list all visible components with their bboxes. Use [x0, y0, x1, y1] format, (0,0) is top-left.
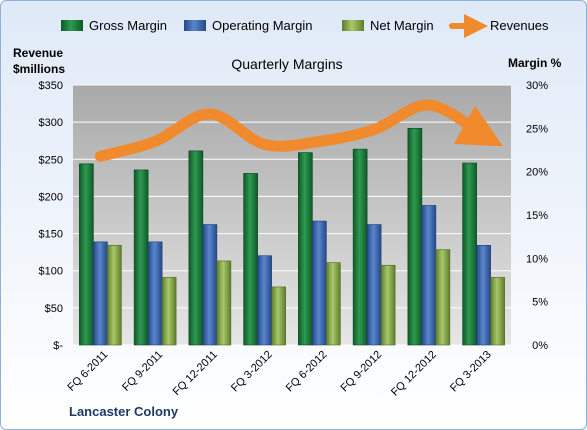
bar-net-margin [107, 245, 122, 346]
y-left-tick-label: $350 [39, 80, 63, 92]
bar-operating-margin [93, 241, 108, 346]
bar-gross-margin [133, 169, 149, 346]
bar-operating-margin [202, 224, 218, 346]
bar-gross-margin [462, 162, 477, 346]
y-right-tick-label: 15% [526, 210, 548, 222]
legend-label-operating-margin: Operating Margin [212, 18, 312, 33]
bar-net-margin [380, 264, 396, 346]
legend-swatch-gross-margin [61, 20, 83, 31]
x-tick-label: FQ 9-2011 [120, 349, 165, 394]
y-right-ticks: 0% 5% 10% 15% 20% 25% 30% [526, 80, 548, 352]
bar-net-margin [271, 286, 286, 346]
legend-swatch-operating-margin [184, 20, 206, 31]
bar-net-margin [216, 260, 232, 346]
bar-operating-margin [257, 255, 272, 346]
bar-net-margin [161, 277, 177, 346]
bar-net-margin [490, 277, 505, 346]
y-left-tick-label: $150 [39, 229, 63, 241]
y-right-tick-label: 10% [526, 253, 548, 265]
legend-swatch-net-margin [342, 20, 364, 31]
y-right-tick-label: 20% [526, 167, 548, 179]
x-tick-label: FQ 6-2012 [284, 349, 330, 395]
bar-gross-margin [188, 150, 204, 346]
bar-net-margin [326, 262, 341, 346]
company-label: Lancaster Colony [69, 404, 179, 419]
y-left-tick-label: $- [53, 340, 63, 352]
legend: Gross Margin Operating Margin Net Margin… [61, 14, 549, 38]
bar-operating-margin [421, 205, 437, 346]
bar-gross-margin [79, 163, 94, 346]
x-tick-label: FQ 6-2011 [65, 349, 110, 394]
x-tick-label: FQ 3-2013 [448, 349, 494, 395]
bar-gross-margin [298, 152, 313, 346]
y-left-tick-label: $300 [39, 117, 63, 129]
x-ticks: FQ 6-2011 FQ 9-2011 FQ 12-2011 FQ 3-2012 FQ … [65, 349, 493, 399]
y-left-title-line1: Revenue [13, 46, 63, 60]
legend-label-net-margin: Net Margin [370, 18, 434, 33]
x-tick-label: FQ 3-2012 [229, 349, 275, 395]
x-tick-label: FQ 12-2012 [389, 349, 439, 399]
x-tick-label: FQ 12-2011 [171, 349, 220, 398]
legend-label-gross-margin: Gross Margin [89, 18, 167, 33]
bar-operating-margin [366, 224, 382, 346]
y-right-tick-label: 0% [532, 340, 548, 352]
chart-title: Quarterly Margins [231, 56, 342, 72]
legend-item-revenues: Revenues [449, 14, 549, 38]
bar-gross-margin [243, 173, 258, 346]
y-right-tick-label: 25% [526, 123, 548, 135]
y-right-tick-label: 30% [526, 80, 548, 92]
y-right-title: Margin % [508, 56, 562, 70]
bars [79, 128, 505, 346]
bar-net-margin [435, 249, 451, 346]
y-left-tick-label: $200 [39, 191, 63, 203]
bar-operating-margin [476, 245, 491, 346]
y-left-ticks: $- $50 $100 $150 $200 $250 $300 $350 [39, 80, 64, 352]
bar-operating-margin [312, 220, 327, 346]
y-left-tick-label: $50 [45, 303, 63, 315]
bar-gross-margin [352, 148, 368, 346]
y-left-tick-label: $100 [39, 266, 63, 278]
legend-item-gross-margin: Gross Margin [61, 18, 167, 33]
revenue-line-path [94, 99, 503, 162]
y-left-title-line2: $millions [13, 62, 65, 76]
y-right-tick-label: 5% [532, 297, 548, 309]
legend-item-operating-margin: Operating Margin [184, 18, 312, 33]
legend-label-revenues: Revenues [490, 18, 549, 33]
y-left-tick-label: $250 [39, 154, 63, 166]
bar-operating-margin [147, 241, 163, 346]
legend-item-net-margin: Net Margin [342, 18, 434, 33]
revenue-line [94, 99, 503, 162]
x-tick-label: FQ 9-2012 [339, 349, 385, 395]
bar-gross-margin [407, 128, 423, 346]
